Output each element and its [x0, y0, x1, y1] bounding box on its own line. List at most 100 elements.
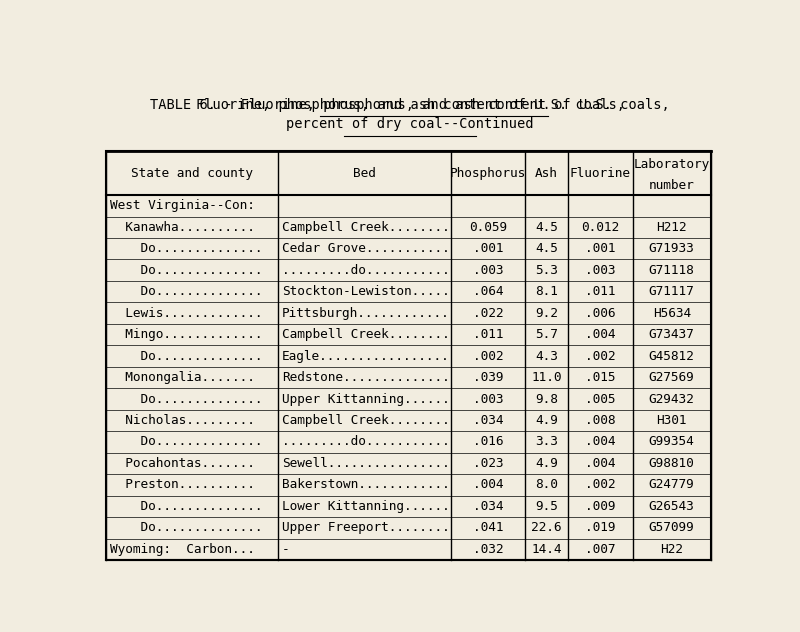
Text: number: number: [649, 179, 694, 192]
Text: .034: .034: [473, 414, 503, 427]
Text: Do..............: Do..............: [110, 264, 262, 277]
Text: G29432: G29432: [649, 392, 694, 406]
Text: .034: .034: [473, 500, 503, 513]
Text: .002: .002: [473, 349, 503, 363]
Text: G73437: G73437: [649, 328, 694, 341]
Text: Do..............: Do..............: [110, 500, 262, 513]
Text: 4.3: 4.3: [535, 349, 558, 363]
Text: Lower Kittanning......: Lower Kittanning......: [282, 500, 450, 513]
Text: G71933: G71933: [649, 242, 694, 255]
Text: Redstone..............: Redstone..............: [282, 371, 450, 384]
Text: Bakerstown............: Bakerstown............: [282, 478, 450, 492]
Text: .........do...........: .........do...........: [282, 435, 450, 449]
Text: Fluorine: Fluorine: [570, 167, 630, 179]
Text: Kanawha..........: Kanawha..........: [110, 221, 254, 234]
Text: .003: .003: [473, 392, 503, 406]
Text: Do..............: Do..............: [110, 435, 262, 449]
Text: .006: .006: [585, 307, 615, 320]
Text: G27569: G27569: [649, 371, 694, 384]
Text: .002: .002: [585, 349, 615, 363]
Text: Fluorine, phosphorus, and ash content of U.S. coals,: Fluorine, phosphorus, and ash content of…: [195, 98, 625, 112]
Text: Do..............: Do..............: [110, 349, 262, 363]
Text: 9.5: 9.5: [535, 500, 558, 513]
Text: Monongalia.......: Monongalia.......: [110, 371, 254, 384]
Text: .041: .041: [473, 521, 503, 534]
Text: .039: .039: [473, 371, 503, 384]
Text: .005: .005: [585, 392, 615, 406]
Text: G26543: G26543: [649, 500, 694, 513]
Text: .004: .004: [585, 457, 615, 470]
Text: 8.1: 8.1: [535, 285, 558, 298]
Text: .016: .016: [473, 435, 503, 449]
Text: G71118: G71118: [649, 264, 694, 277]
Text: TABLE 6. - Fluorine, phosphorus, and ash content of U.S. coals,: TABLE 6. - Fluorine, phosphorus, and ash…: [150, 98, 670, 112]
Text: .........do...........: .........do...........: [282, 264, 450, 277]
Text: 4.9: 4.9: [535, 457, 558, 470]
Text: Wyoming:  Carbon...: Wyoming: Carbon...: [110, 543, 254, 556]
Text: 4.5: 4.5: [535, 242, 558, 255]
Text: Eagle.................: Eagle.................: [282, 349, 450, 363]
Text: Campbell Creek........: Campbell Creek........: [282, 414, 450, 427]
Text: percent of dry coal--Continued: percent of dry coal--Continued: [286, 117, 534, 131]
Text: Lewis.............: Lewis.............: [110, 307, 262, 320]
Text: .001: .001: [473, 242, 503, 255]
Text: .022: .022: [473, 307, 503, 320]
Text: Upper Kittanning......: Upper Kittanning......: [282, 392, 450, 406]
Text: Pocahontas.......: Pocahontas.......: [110, 457, 254, 470]
Text: .011: .011: [473, 328, 503, 341]
Text: .032: .032: [473, 543, 503, 556]
Text: .004: .004: [473, 478, 503, 492]
Text: Stockton-Lewiston.....: Stockton-Lewiston.....: [282, 285, 450, 298]
Text: .009: .009: [585, 500, 615, 513]
Text: H5634: H5634: [653, 307, 690, 320]
Text: G71117: G71117: [649, 285, 694, 298]
Text: Ash: Ash: [535, 167, 558, 179]
Text: Laboratory: Laboratory: [634, 158, 710, 171]
Text: Do..............: Do..............: [110, 521, 262, 534]
Text: .019: .019: [585, 521, 615, 534]
Text: 5.7: 5.7: [535, 328, 558, 341]
Text: Upper Freeport........: Upper Freeport........: [282, 521, 450, 534]
Text: .008: .008: [585, 414, 615, 427]
Text: .004: .004: [585, 328, 615, 341]
Text: .001: .001: [585, 242, 615, 255]
Text: .004: .004: [585, 435, 615, 449]
Text: 11.0: 11.0: [531, 371, 562, 384]
Text: H212: H212: [657, 221, 687, 234]
Text: State and county: State and county: [131, 167, 254, 179]
Text: Bed: Bed: [353, 167, 376, 179]
Text: G45812: G45812: [649, 349, 694, 363]
Text: .003: .003: [473, 264, 503, 277]
Text: 3.3: 3.3: [535, 435, 558, 449]
Text: Preston..........: Preston..........: [110, 478, 254, 492]
Text: Campbell Creek........: Campbell Creek........: [282, 221, 450, 234]
Text: H301: H301: [657, 414, 687, 427]
Text: Sewell................: Sewell................: [282, 457, 450, 470]
Text: Do..............: Do..............: [110, 242, 262, 255]
Text: .011: .011: [585, 285, 615, 298]
Text: 0.012: 0.012: [581, 221, 619, 234]
Text: .003: .003: [585, 264, 615, 277]
Text: .023: .023: [473, 457, 503, 470]
Text: -: -: [282, 543, 290, 556]
Text: Do..............: Do..............: [110, 392, 262, 406]
Text: G57099: G57099: [649, 521, 694, 534]
Text: .002: .002: [585, 478, 615, 492]
Text: H22: H22: [660, 543, 683, 556]
Text: Mingo.............: Mingo.............: [110, 328, 262, 341]
Text: 9.8: 9.8: [535, 392, 558, 406]
Text: .064: .064: [473, 285, 503, 298]
Text: Campbell Creek........: Campbell Creek........: [282, 328, 450, 341]
Text: G98810: G98810: [649, 457, 694, 470]
Text: Cedar Grove...........: Cedar Grove...........: [282, 242, 450, 255]
Text: 22.6: 22.6: [531, 521, 562, 534]
Text: Phosphorus: Phosphorus: [450, 167, 526, 179]
Text: 9.2: 9.2: [535, 307, 558, 320]
Text: 4.9: 4.9: [535, 414, 558, 427]
Text: 5.3: 5.3: [535, 264, 558, 277]
Text: 0.059: 0.059: [469, 221, 507, 234]
Text: G99354: G99354: [649, 435, 694, 449]
Text: 8.0: 8.0: [535, 478, 558, 492]
Text: Pittsburgh............: Pittsburgh............: [282, 307, 450, 320]
Text: West Virginia--Con:: West Virginia--Con:: [110, 199, 254, 212]
